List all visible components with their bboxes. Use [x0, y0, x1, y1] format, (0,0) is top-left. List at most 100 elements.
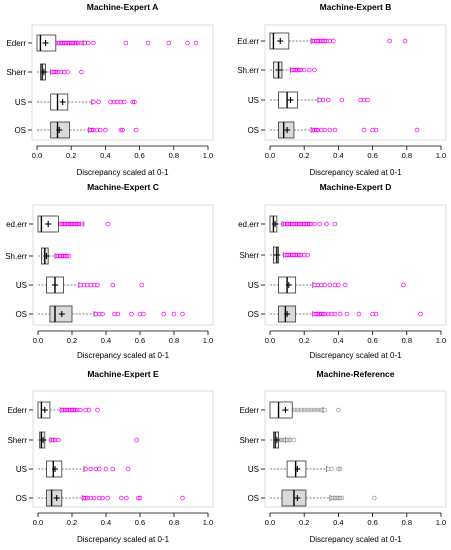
- outlier-point: [356, 311, 362, 317]
- y-category-label: OS: [247, 310, 259, 319]
- outlier-point: [125, 466, 131, 472]
- outlier-point: [414, 127, 420, 133]
- outlier-point: [83, 466, 88, 472]
- outlier-point: [91, 282, 97, 288]
- x-tick-label: 0.6: [367, 336, 377, 345]
- outlier-point: [66, 221, 71, 227]
- outlier-point: [96, 99, 101, 105]
- y-category-label: Sherr: [7, 436, 27, 445]
- outlier-point: [336, 282, 341, 288]
- outlier-point: [141, 311, 146, 317]
- outlier-point: [89, 127, 94, 133]
- y-category-label: US: [15, 98, 26, 107]
- outlier-point: [50, 69, 55, 75]
- outlier-point: [291, 437, 297, 443]
- outlier-point: [284, 437, 290, 443]
- outlier-point: [295, 252, 300, 258]
- panel-machine-expert-c: Machine-Expert C 0.0 0.2 0.4 0.6 0.8 1.0 Discre…: [5, 182, 214, 360]
- outlier-point: [85, 282, 90, 288]
- outlier-point: [312, 282, 317, 288]
- outlier-point: [307, 67, 312, 73]
- outlier-point: [88, 466, 93, 472]
- outlier-point: [112, 311, 117, 317]
- chart-title: Machine-Reference: [317, 369, 395, 379]
- outlier-point: [56, 253, 61, 259]
- outlier-point: [62, 69, 67, 75]
- x-tick-label: 0.6: [367, 151, 377, 160]
- x-tick-label: 0.2: [67, 518, 77, 527]
- outlier-point: [317, 311, 322, 317]
- outlier-point: [296, 67, 302, 73]
- outlier-point: [83, 495, 88, 501]
- outlier-point: [59, 221, 65, 227]
- y-category-label: OS: [15, 310, 27, 319]
- outlier-point: [61, 253, 66, 259]
- outlier-point: [121, 99, 127, 105]
- x-tick-label: 1.0: [203, 336, 213, 345]
- outlier-point: [91, 40, 96, 46]
- outlier-point: [296, 221, 302, 227]
- outlier-point: [301, 252, 307, 258]
- outlier-point: [78, 407, 83, 413]
- plot-frame: [32, 390, 214, 508]
- outlier-point: [91, 495, 97, 501]
- outlier-point: [59, 253, 65, 259]
- outlier-point: [301, 407, 307, 413]
- outlier-point: [370, 127, 375, 133]
- outlier-point: [87, 127, 93, 133]
- x-tick-label: 0.2: [67, 336, 77, 345]
- outlier-point: [56, 437, 61, 443]
- outlier-point: [332, 282, 338, 288]
- outlier-point: [319, 407, 324, 413]
- outlier-point: [301, 67, 307, 73]
- outlier-point: [319, 311, 324, 317]
- outlier-point: [295, 221, 300, 227]
- outlier-point: [91, 99, 96, 105]
- outlier-point: [337, 311, 343, 317]
- y-category-label: ed.err: [238, 220, 259, 229]
- outlier-point: [308, 221, 314, 227]
- outlier-point: [103, 127, 108, 133]
- outlier-point: [74, 407, 80, 413]
- outlier-point: [337, 495, 343, 501]
- x-tick-label: 0.6: [135, 518, 145, 527]
- outlier-point: [307, 221, 312, 227]
- y-category-label: Ederr: [6, 39, 26, 48]
- outlier-point: [139, 282, 144, 288]
- y-category-label: OS: [247, 494, 259, 503]
- box: [50, 93, 69, 111]
- outlier-point: [315, 127, 321, 133]
- outlier-point: [331, 38, 336, 44]
- y-category-label: ed.err: [6, 220, 27, 229]
- outlier-point: [69, 221, 75, 227]
- outlier-point: [81, 282, 87, 288]
- outlier-point: [334, 495, 339, 501]
- x-axis-label: Discrepancy scaled at 0-1: [309, 168, 402, 177]
- x-tick-label: 0.0: [265, 336, 275, 345]
- outlier-point: [98, 127, 103, 133]
- outlier-point: [137, 311, 143, 317]
- y-category-label: US: [248, 465, 259, 474]
- outlier-point: [358, 97, 363, 103]
- outlier-point: [108, 99, 113, 105]
- outlier-point: [95, 407, 100, 413]
- y-category-label: Ederr: [239, 406, 259, 415]
- outlier-point: [324, 221, 329, 227]
- outlier-point: [293, 221, 298, 227]
- outlier-point: [118, 127, 124, 133]
- outlier-point: [96, 311, 102, 317]
- outlier-point: [67, 40, 72, 46]
- outlier-point: [387, 38, 392, 44]
- y-category-label: US: [248, 96, 259, 105]
- x-axis-label: Discrepancy scaled at 0-1: [309, 351, 402, 360]
- x-tick-label: 0.2: [299, 518, 309, 527]
- outlier-point: [78, 221, 83, 227]
- panel-machine-expert-e: Machine-Expert E 0.0 0.2 0.4 0.6 0.8 1.0 Discre…: [7, 369, 214, 544]
- x-tick-label: 0.0: [265, 151, 275, 160]
- outlier-point: [79, 69, 84, 75]
- outlier-point: [115, 311, 121, 317]
- x-tick-label: 0.8: [402, 151, 412, 160]
- outlier-point: [96, 466, 102, 472]
- outlier-point: [88, 282, 93, 288]
- outlier-point: [310, 38, 316, 44]
